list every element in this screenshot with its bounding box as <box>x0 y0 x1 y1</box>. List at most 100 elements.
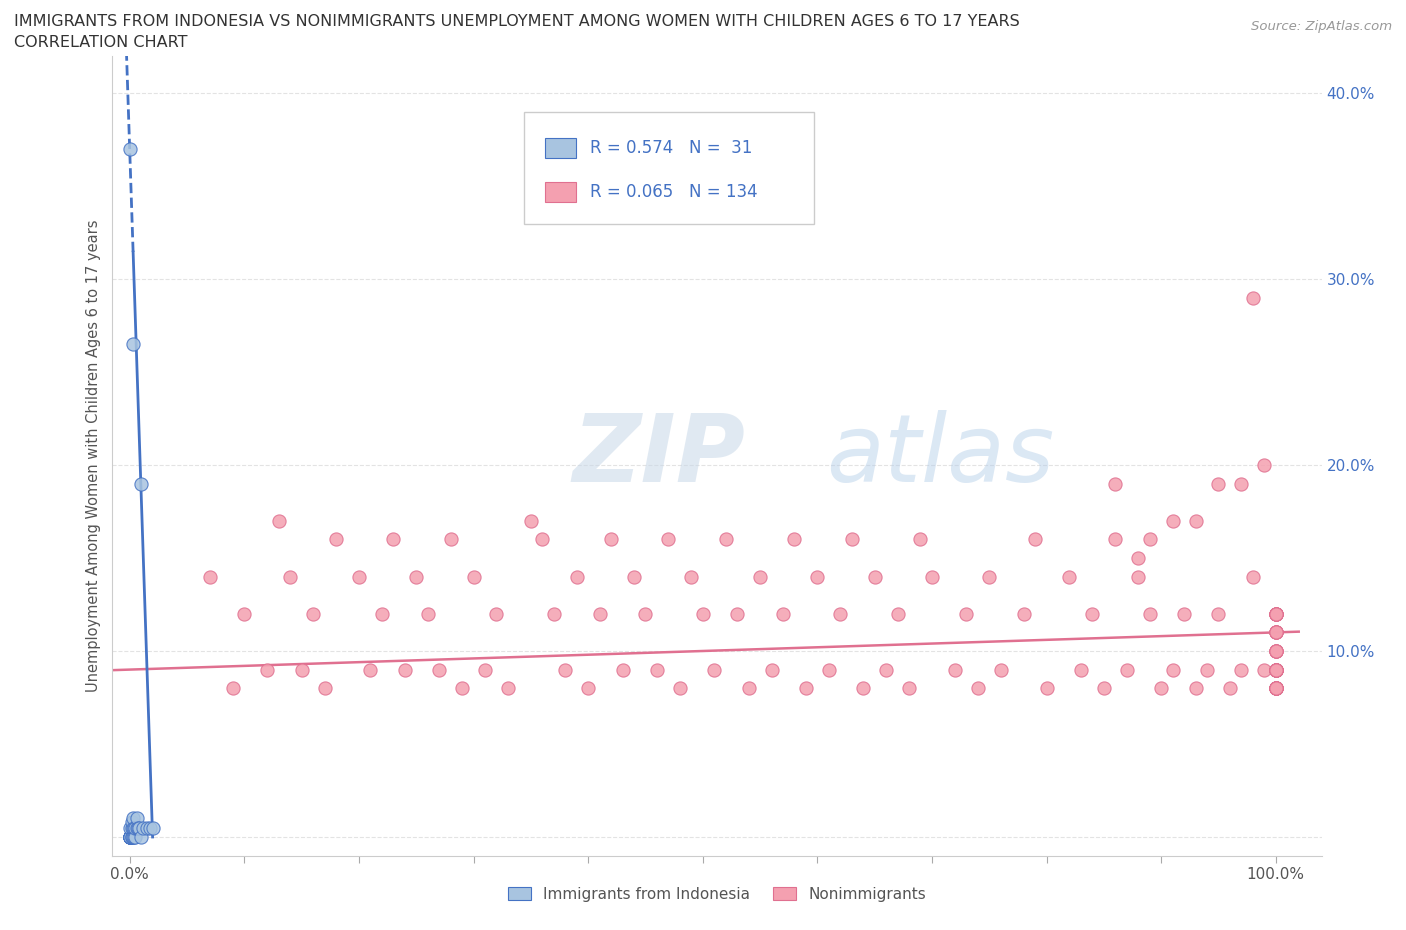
Point <box>1208 476 1230 491</box>
Point <box>118 830 141 844</box>
Point <box>1150 681 1173 696</box>
Point <box>1264 681 1286 696</box>
Point <box>979 569 1001 584</box>
Point <box>256 662 278 677</box>
Text: R = 0.574   N =  31: R = 0.574 N = 31 <box>591 139 752 156</box>
Point <box>1184 513 1206 528</box>
Point <box>451 681 474 696</box>
Point <box>124 830 146 844</box>
Point <box>830 606 852 621</box>
FancyBboxPatch shape <box>546 182 575 203</box>
Point <box>1173 606 1195 621</box>
Point <box>121 830 143 844</box>
Point <box>314 681 336 696</box>
Point <box>1139 606 1161 621</box>
Point <box>1139 532 1161 547</box>
Point <box>1264 662 1286 677</box>
Point <box>886 606 908 621</box>
Point <box>520 513 543 528</box>
Point <box>1081 606 1104 621</box>
Point <box>118 830 141 844</box>
Point <box>122 820 145 835</box>
Point <box>1264 625 1286 640</box>
Text: R = 0.065   N = 134: R = 0.065 N = 134 <box>591 183 758 202</box>
Point <box>118 820 141 835</box>
Point <box>669 681 692 696</box>
Point <box>943 662 966 677</box>
Point <box>565 569 588 584</box>
Point <box>1208 606 1230 621</box>
Point <box>118 830 141 844</box>
Point <box>1264 681 1286 696</box>
Point <box>783 532 806 547</box>
Point <box>1264 606 1286 621</box>
Point <box>1264 662 1286 677</box>
Point <box>657 123 679 138</box>
Point <box>1219 681 1241 696</box>
Point <box>139 820 162 835</box>
Point <box>405 569 427 584</box>
Point <box>703 662 725 677</box>
Point <box>1230 662 1253 677</box>
FancyBboxPatch shape <box>523 112 814 224</box>
Point <box>1230 476 1253 491</box>
Point <box>129 830 152 844</box>
Point <box>921 569 943 584</box>
Point <box>233 606 256 621</box>
Point <box>1024 532 1046 547</box>
Point <box>1264 662 1286 677</box>
Point <box>1264 681 1286 696</box>
Point <box>118 830 141 844</box>
Point <box>267 513 290 528</box>
Point <box>588 606 610 621</box>
Point <box>875 662 897 677</box>
Point <box>634 606 657 621</box>
Point <box>772 606 794 621</box>
Point <box>623 569 645 584</box>
Point <box>125 811 148 826</box>
Point <box>1264 681 1286 696</box>
Point <box>118 830 141 844</box>
Point <box>1128 569 1150 584</box>
Point <box>1264 681 1286 696</box>
Point <box>714 532 737 547</box>
Point <box>125 820 148 835</box>
Point <box>371 606 394 621</box>
Point <box>122 830 145 844</box>
Point <box>692 606 714 621</box>
Point <box>955 606 977 621</box>
Point <box>359 662 381 677</box>
Point <box>1264 644 1286 658</box>
Y-axis label: Unemployment Among Women with Children Ages 6 to 17 years: Unemployment Among Women with Children A… <box>86 219 101 692</box>
Point <box>124 820 146 835</box>
Point <box>121 830 143 844</box>
Point <box>302 606 325 621</box>
Point <box>291 662 314 677</box>
Point <box>1264 644 1286 658</box>
Point <box>1264 681 1286 696</box>
Point <box>1264 662 1286 677</box>
Point <box>852 681 875 696</box>
Point <box>725 606 748 621</box>
Point <box>1184 681 1206 696</box>
Point <box>496 681 519 696</box>
Point <box>121 820 143 835</box>
Text: atlas: atlas <box>825 410 1054 501</box>
Point <box>1128 551 1150 565</box>
Point <box>806 569 828 584</box>
Point <box>1264 662 1286 677</box>
Point <box>645 662 668 677</box>
Point <box>761 662 783 677</box>
Point <box>1059 569 1081 584</box>
Point <box>118 830 141 844</box>
Point <box>1195 662 1218 677</box>
Point <box>1161 513 1184 528</box>
Point <box>794 681 817 696</box>
Point <box>222 681 245 696</box>
Point <box>122 830 145 844</box>
Point <box>1264 625 1286 640</box>
Point <box>1012 606 1035 621</box>
Point <box>121 815 143 830</box>
Text: ZIP: ZIP <box>572 410 745 501</box>
Point <box>1115 662 1137 677</box>
